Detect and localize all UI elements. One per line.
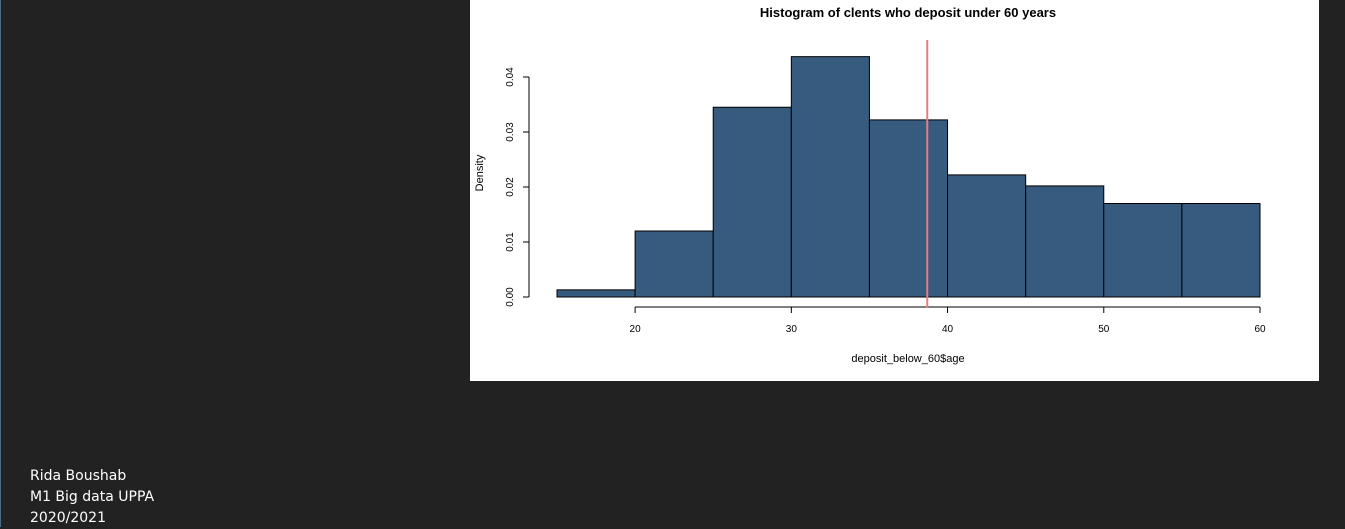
x-tick-label: 30: [786, 324, 798, 335]
y-tick-label: 0.02: [505, 177, 516, 197]
x-axis: 20 30 40 50 60: [630, 306, 1266, 335]
histogram-bar-50-55: [1103, 203, 1183, 298]
academic-year: 2020/2021: [30, 510, 106, 526]
histogram-bar-25-30: [712, 106, 792, 298]
histogram-bar-55-60: [1181, 203, 1261, 298]
x-tick-label: 60: [1254, 324, 1266, 335]
y-tick-label: 0.01: [505, 232, 516, 252]
y-tick-label: 0.04: [505, 67, 516, 87]
histogram-bar-45-50: [1025, 185, 1105, 298]
histogram-panel: Histogram of clents who deposit under 60…: [470, 0, 1319, 381]
chart-title: Histogram of clents who deposit under 60…: [760, 5, 1056, 20]
histogram-bar-35-40: [868, 119, 949, 298]
footer-credits: Rida Boushab M1 Big data UPPA 2020/2021: [30, 466, 154, 529]
histogram-bars: [556, 56, 1261, 298]
author-name: Rida Boushab: [30, 468, 127, 484]
x-tick-label: 40: [942, 324, 954, 335]
window-left-edge: [0, 0, 1, 527]
histogram-chart: Histogram of clents who deposit under 60…: [474, 5, 1266, 365]
x-tick-label: 20: [630, 324, 642, 335]
program-name: M1 Big data UPPA: [30, 489, 155, 505]
histogram-bar-30-35: [790, 56, 870, 298]
y-axis: 0.00 0.01 0.02 0.03 0.04: [505, 67, 530, 307]
histogram-bar-40-45: [947, 174, 1027, 298]
y-axis-label: Density: [474, 154, 486, 191]
y-tick-label: 0.03: [505, 122, 516, 142]
histogram-bar-15-20: [556, 289, 636, 298]
y-tick-label: 0.00: [505, 287, 516, 307]
x-axis-label: deposit_below_60$age: [851, 353, 964, 365]
histogram-bar-20-25: [634, 230, 714, 298]
x-tick-label: 50: [1098, 324, 1110, 335]
